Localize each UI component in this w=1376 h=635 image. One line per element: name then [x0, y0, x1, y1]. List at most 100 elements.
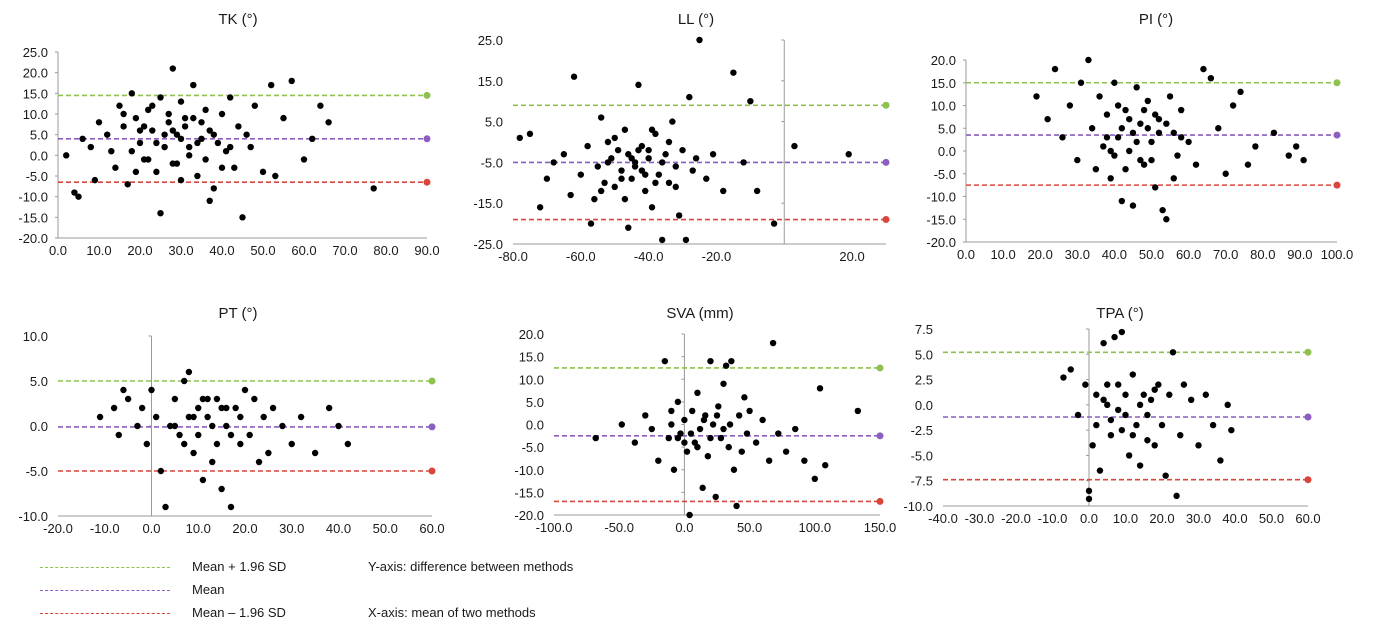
data-point — [1209, 421, 1217, 429]
x-tick-label: 100.0 — [799, 520, 832, 535]
data-point — [720, 380, 727, 387]
data-point — [560, 151, 568, 158]
y-tick-label: 20.0 — [23, 66, 48, 81]
data-point — [194, 139, 201, 147]
data-point — [370, 185, 377, 192]
reference-line-end-lower — [423, 178, 431, 186]
data-point — [674, 398, 682, 406]
x-tick-label: 40.0 — [209, 243, 234, 258]
data-point — [181, 114, 189, 122]
reference-line-end-lower — [882, 216, 890, 224]
data-point — [1088, 125, 1096, 132]
x-tick-label: 40.0 — [1222, 511, 1247, 526]
data-point — [280, 114, 287, 122]
y-tick-label: 5.0 — [526, 395, 544, 410]
data-point — [194, 172, 201, 180]
y-tick-label: -20.0 — [926, 235, 956, 250]
data-point — [1082, 381, 1089, 388]
data-point — [1067, 366, 1074, 373]
x-tick-label: 0.0 — [49, 243, 67, 258]
y-tick-label: 0.0 — [30, 148, 48, 163]
y-tick-label: 0.0 — [30, 419, 48, 434]
data-point — [584, 142, 591, 150]
y-tick-label: -10.0 — [926, 190, 956, 205]
data-point — [642, 412, 649, 419]
data-point — [689, 407, 696, 415]
data-point — [1237, 88, 1244, 96]
data-point — [198, 119, 205, 126]
data-point — [140, 123, 148, 130]
reference-line-end-mean — [1304, 413, 1312, 421]
data-point — [223, 422, 230, 430]
x-tick-label: 50.0 — [1259, 511, 1284, 526]
data-point — [631, 439, 639, 446]
data-point — [775, 430, 782, 437]
data-point — [251, 395, 258, 403]
y-tick-label: 7.5 — [915, 322, 933, 337]
data-point — [1111, 333, 1118, 341]
y-tick-label: -5.0 — [911, 448, 933, 463]
data-point — [587, 220, 595, 227]
data-point — [177, 176, 185, 184]
data-point — [816, 385, 824, 392]
data-point — [1140, 106, 1148, 114]
data-point — [181, 377, 188, 385]
data-point — [753, 187, 761, 195]
x-tick-label: 40.0 — [1102, 247, 1127, 262]
data-point — [1137, 120, 1144, 127]
data-point — [686, 93, 693, 101]
data-point — [717, 434, 725, 442]
data-point — [1140, 391, 1147, 398]
data-point — [621, 195, 629, 203]
data-point — [311, 449, 319, 457]
reference-line-end-mean — [428, 423, 436, 431]
data-point — [247, 143, 254, 151]
data-point — [713, 412, 721, 419]
data-point — [1155, 129, 1163, 136]
data-point — [618, 421, 626, 428]
data-point — [1051, 65, 1059, 73]
data-point — [675, 212, 683, 219]
data-point — [648, 204, 656, 211]
y-tick-label: 10.0 — [519, 372, 544, 387]
legend-item-upper: Mean + 1.96 SD Y-axis: difference betwee… — [0, 556, 760, 578]
legend-lower-line — [40, 613, 170, 614]
data-point — [686, 511, 693, 519]
y-tick-label: -20.0 — [514, 508, 544, 523]
data-point — [1170, 175, 1177, 182]
data-point — [120, 386, 127, 394]
data-point — [1129, 432, 1137, 439]
data-point — [665, 179, 673, 186]
data-point — [185, 413, 193, 421]
data-point — [1103, 111, 1111, 118]
data-point — [204, 395, 211, 403]
data-point — [1174, 152, 1181, 159]
data-point — [325, 404, 333, 412]
data-point — [145, 106, 152, 114]
data-point — [255, 458, 263, 466]
x-tick-label: 20.0 — [1028, 247, 1053, 262]
data-point — [79, 135, 86, 142]
x-tick-label: 20.0 — [127, 243, 152, 258]
data-point — [71, 189, 78, 196]
data-point — [1074, 156, 1081, 164]
data-point — [738, 448, 745, 455]
bland-altman-charts-svg: TK (°) 0.0 10.0 20.0 30.0 40.0 50.0 60.0 70.0 80.… — [18, 11, 1353, 536]
data-point — [703, 175, 710, 182]
data-point — [652, 179, 659, 186]
data-point — [1207, 75, 1215, 82]
data-point — [621, 126, 629, 133]
data-point — [75, 193, 82, 200]
data-point — [1085, 56, 1092, 64]
data-point — [124, 395, 132, 403]
data-point — [726, 421, 734, 428]
data-point — [1104, 381, 1111, 388]
data-point — [769, 339, 777, 347]
x-tick-label: 0.0 — [957, 247, 975, 262]
data-point — [1100, 396, 1107, 403]
data-point — [243, 131, 250, 138]
data-point — [199, 476, 207, 484]
chart-title-1: TK (°) — [218, 11, 257, 28]
data-point — [173, 160, 181, 167]
x-tick-label: -100.0 — [536, 520, 573, 535]
